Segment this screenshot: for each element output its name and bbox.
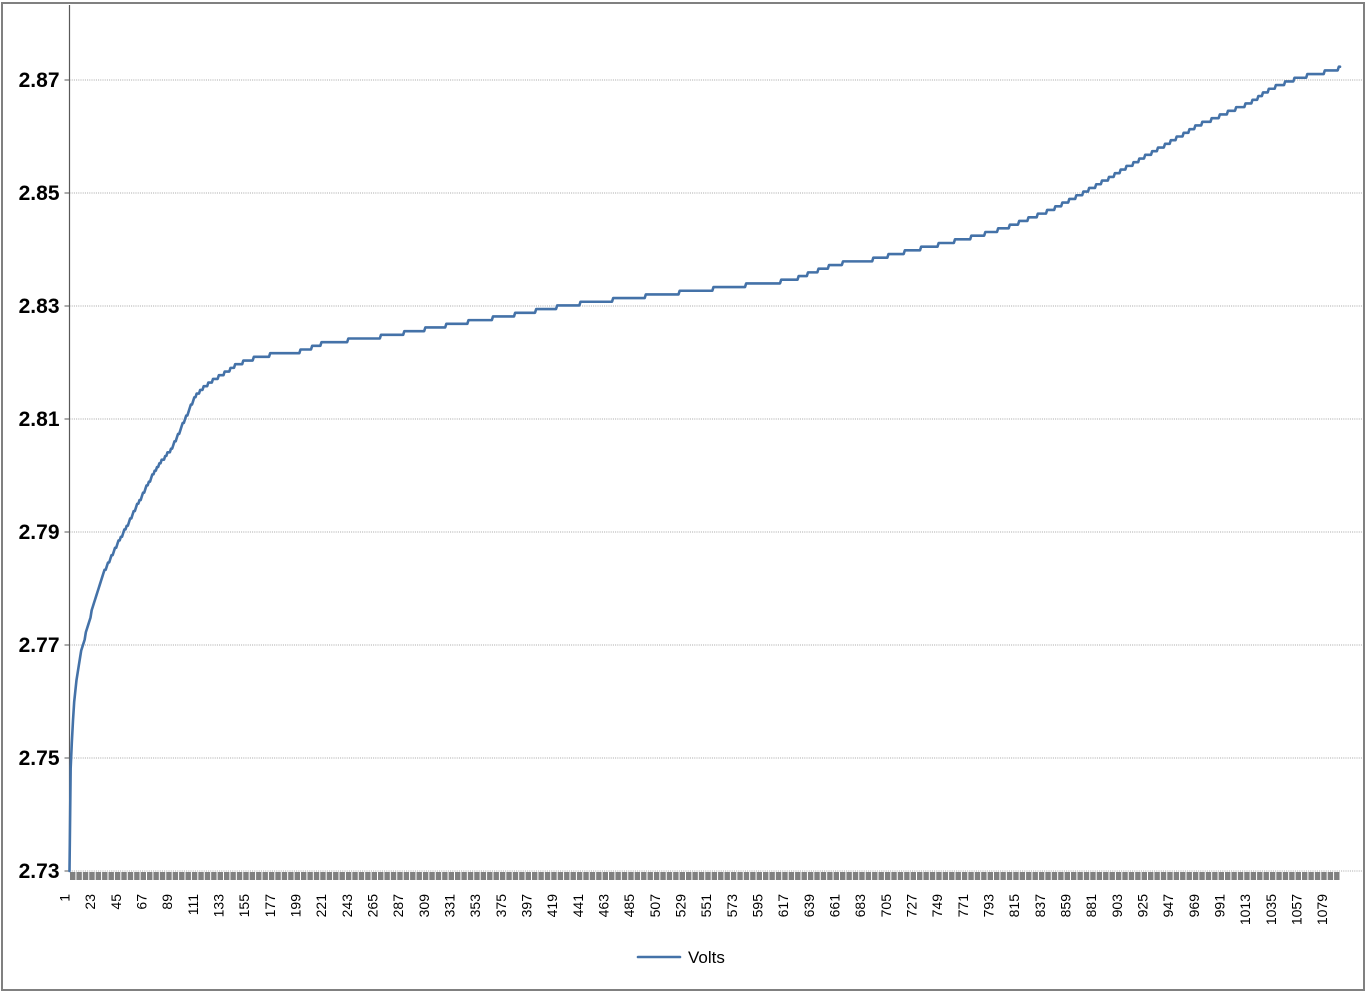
svg-text:89: 89 xyxy=(159,894,175,910)
svg-text:815: 815 xyxy=(1006,894,1022,918)
svg-text:441: 441 xyxy=(570,894,586,918)
svg-text:903: 903 xyxy=(1109,894,1125,918)
svg-text:375: 375 xyxy=(493,894,509,918)
svg-text:2.85: 2.85 xyxy=(19,182,60,205)
svg-text:2.75: 2.75 xyxy=(19,747,60,770)
svg-text:771: 771 xyxy=(955,894,971,918)
svg-text:309: 309 xyxy=(416,894,432,918)
svg-text:595: 595 xyxy=(750,894,766,918)
svg-text:947: 947 xyxy=(1160,894,1176,918)
svg-text:67: 67 xyxy=(134,894,150,910)
svg-text:551: 551 xyxy=(698,894,714,918)
svg-text:Volts: Volts xyxy=(688,948,725,967)
svg-text:1035: 1035 xyxy=(1263,894,1279,925)
svg-text:837: 837 xyxy=(1032,894,1048,918)
svg-text:1: 1 xyxy=(57,894,73,902)
svg-text:749: 749 xyxy=(929,894,945,918)
svg-text:2.87: 2.87 xyxy=(19,69,60,92)
svg-text:463: 463 xyxy=(596,894,612,918)
svg-text:683: 683 xyxy=(852,894,868,918)
svg-text:859: 859 xyxy=(1058,894,1074,918)
svg-text:573: 573 xyxy=(724,894,740,918)
svg-text:155: 155 xyxy=(236,894,252,918)
svg-text:221: 221 xyxy=(313,894,329,918)
svg-text:243: 243 xyxy=(339,894,355,918)
svg-text:419: 419 xyxy=(544,894,560,918)
svg-text:111: 111 xyxy=(185,894,201,915)
svg-text:265: 265 xyxy=(365,894,381,918)
svg-text:485: 485 xyxy=(621,894,637,918)
svg-text:705: 705 xyxy=(878,894,894,918)
svg-text:2.77: 2.77 xyxy=(19,634,60,657)
svg-text:661: 661 xyxy=(827,894,843,918)
svg-text:793: 793 xyxy=(981,894,997,918)
svg-text:925: 925 xyxy=(1135,894,1151,918)
svg-text:1079: 1079 xyxy=(1314,894,1330,925)
svg-text:529: 529 xyxy=(673,894,689,918)
svg-text:2.73: 2.73 xyxy=(19,860,60,883)
svg-text:331: 331 xyxy=(442,894,458,918)
svg-text:617: 617 xyxy=(775,894,791,918)
svg-text:23: 23 xyxy=(82,894,98,910)
svg-text:353: 353 xyxy=(467,894,483,918)
svg-text:639: 639 xyxy=(801,894,817,918)
svg-text:199: 199 xyxy=(288,894,304,918)
svg-text:1057: 1057 xyxy=(1289,894,1305,925)
svg-text:45: 45 xyxy=(108,894,124,910)
svg-text:881: 881 xyxy=(1083,894,1099,918)
svg-text:287: 287 xyxy=(390,894,406,918)
svg-text:2.83: 2.83 xyxy=(19,295,60,318)
svg-text:2.79: 2.79 xyxy=(19,521,60,544)
svg-text:133: 133 xyxy=(211,894,227,918)
svg-text:2.81: 2.81 xyxy=(19,408,60,431)
svg-text:727: 727 xyxy=(904,894,920,918)
svg-text:1013: 1013 xyxy=(1237,894,1253,925)
svg-text:507: 507 xyxy=(647,894,663,918)
svg-text:177: 177 xyxy=(262,894,278,918)
svg-text:397: 397 xyxy=(519,894,535,918)
svg-text:969: 969 xyxy=(1186,894,1202,918)
svg-text:991: 991 xyxy=(1212,894,1228,918)
